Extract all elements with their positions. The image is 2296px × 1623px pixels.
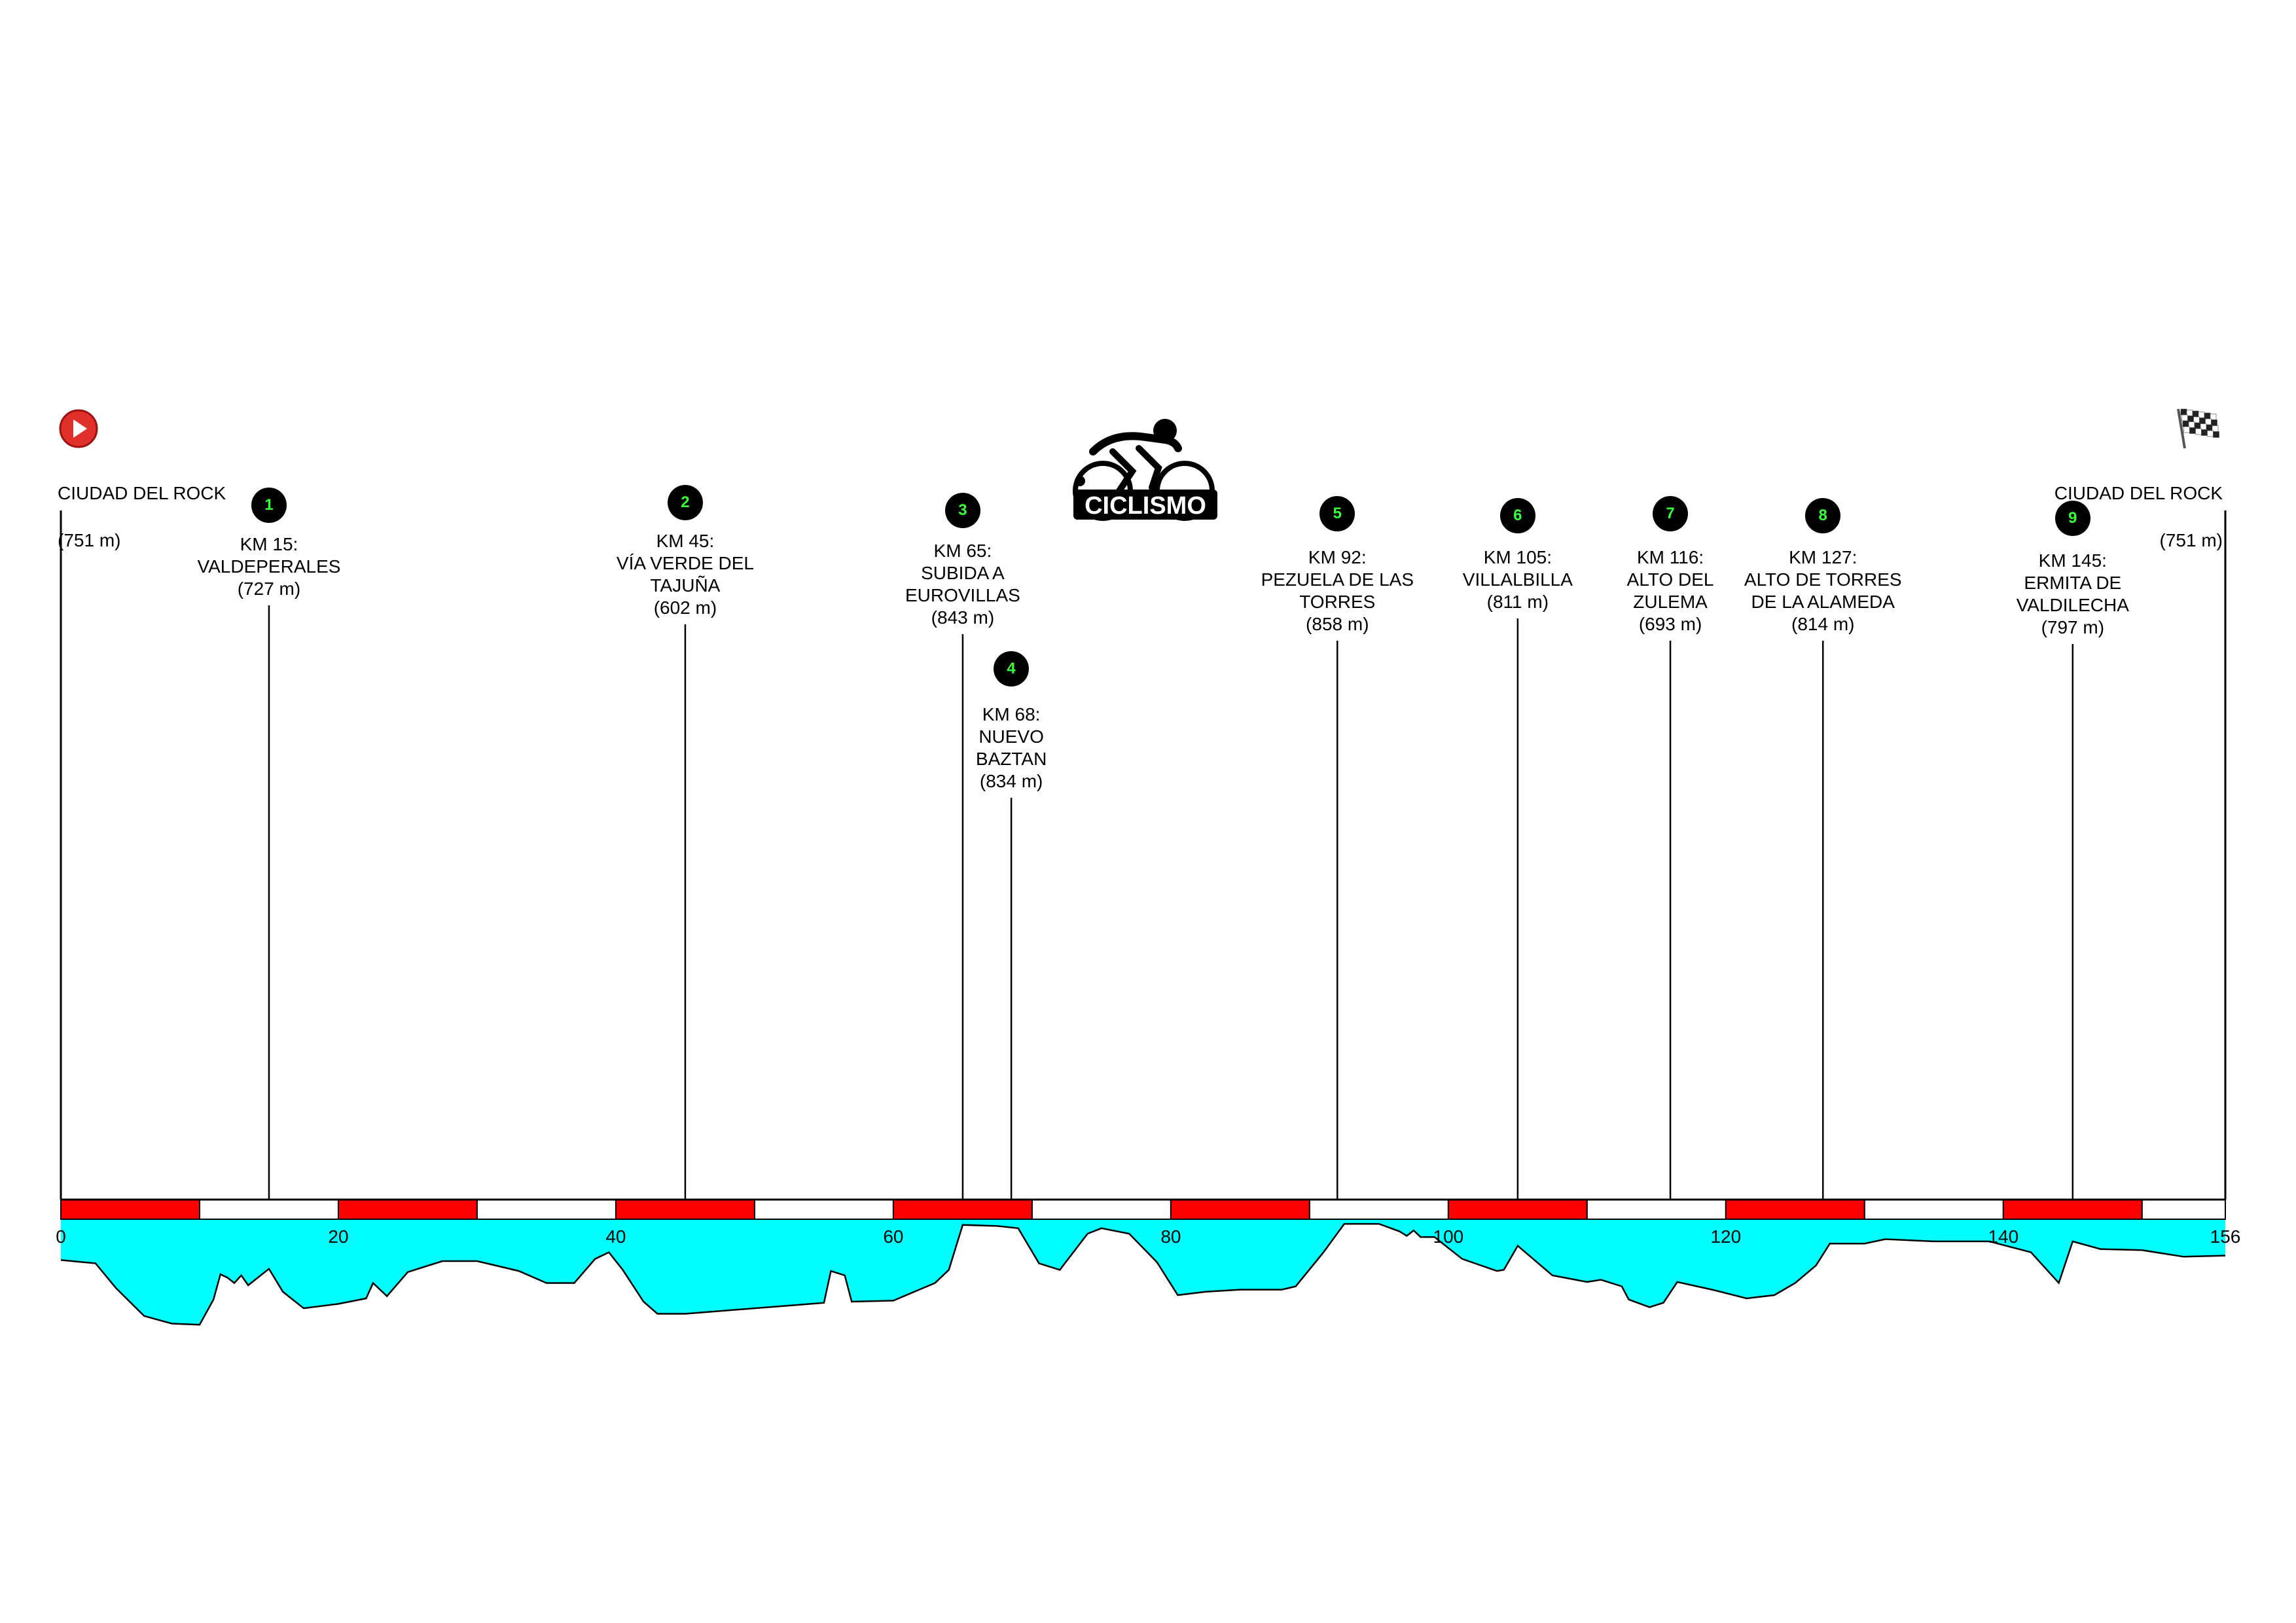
x-tick-label: 60	[883, 1226, 903, 1247]
km-band-segment	[1725, 1199, 1865, 1220]
climb-label: KM 15: VALDEPERALES (727 m)	[197, 534, 341, 599]
climb-number-badge: 1	[251, 488, 287, 523]
km-band-segment	[476, 1199, 617, 1220]
km-band-segment	[1031, 1199, 1172, 1220]
x-tick-label: 20	[328, 1226, 348, 1247]
km-band-segment	[337, 1199, 478, 1220]
climb-label: KM 92: PEZUELA DE LAS TORRES (858 m)	[1261, 547, 1414, 634]
climb-label: KM 127: ALTO DE TORRES DE LA ALAMEDA (81…	[1744, 547, 1902, 634]
km-band-segment	[1447, 1199, 1588, 1220]
climb-label: KM 116: ALTO DEL ZULEMA (693 m)	[1626, 547, 1714, 634]
climb-number-badge: 5	[1319, 496, 1355, 531]
climb-number-badge: 3	[944, 493, 980, 528]
km-band-segment	[60, 1199, 200, 1220]
start-label: CIUDAD DEL ROCK (751 m)	[58, 458, 226, 552]
km-band-segment	[892, 1199, 1033, 1220]
elevation-line	[60, 1222, 2226, 1326]
km-band-segment	[615, 1199, 755, 1220]
km-band-segment	[1170, 1199, 1310, 1220]
km-band-segment	[1308, 1199, 1449, 1220]
km-band-segment	[2002, 1199, 2143, 1220]
finish-flag-check	[2182, 420, 2189, 427]
finish-flag-check	[2201, 429, 2208, 436]
finish-flag-check	[2189, 427, 2196, 434]
x-tick-label: 156	[2210, 1226, 2241, 1247]
finish-flag-check	[2207, 430, 2214, 437]
finish-flag-check	[2181, 414, 2188, 421]
climb-label: KM 105: VILLALBILLA (811 m)	[1462, 547, 1573, 612]
finish-flag-check	[2180, 408, 2187, 416]
climb-number-badge: 4	[994, 651, 1030, 687]
climb-label: KM 68: NUEVO BAZTAN (834 m)	[975, 704, 1047, 791]
x-tick-label: 80	[1160, 1226, 1181, 1247]
climb-label: KM 45: VÍA VERDE DEL TAJUÑA (602 m)	[616, 531, 754, 618]
km-band-segment	[753, 1199, 894, 1220]
start-name: CIUDAD DEL ROCK	[58, 483, 226, 503]
finish-flag-pole	[2177, 408, 2186, 449]
finish-flag-check	[2213, 431, 2219, 438]
finish-flag-check	[2183, 426, 2190, 433]
climb-number-badge: 7	[1653, 496, 1689, 531]
x-tick-label: 140	[1988, 1226, 2018, 1247]
x-tick-label: 0	[56, 1226, 66, 1247]
climb-number-badge: 9	[2054, 501, 2090, 536]
x-tick-label: 120	[1710, 1226, 1741, 1247]
km-band-segment	[1863, 1199, 2004, 1220]
start-play-triangle	[73, 419, 87, 438]
finish-flag-check	[2195, 428, 2202, 435]
finish-altitude: (751 m)	[2159, 530, 2223, 550]
climb-label: KM 145: ERMITA DE VALDILECHA (797 m)	[2016, 550, 2129, 637]
logo-text: CICLISMO	[1085, 492, 1206, 520]
x-tick-label: 100	[1433, 1226, 1464, 1247]
finish-name: CIUDAD DEL ROCK	[2054, 483, 2223, 503]
climb-number-badge: 2	[667, 485, 703, 520]
climb-number-badge: 8	[1805, 498, 1841, 533]
x-tick-label: 40	[605, 1226, 626, 1247]
km-band-segment	[198, 1199, 339, 1220]
elevation-area	[61, 1200, 2225, 1325]
start-altitude: (751 m)	[58, 530, 121, 550]
ciclismo-logo: CICLISMO	[1073, 419, 1217, 521]
climb-number-badge: 6	[1499, 498, 1535, 533]
finish-label: CIUDAD DEL ROCK (751 m)	[2054, 458, 2223, 552]
km-band-segment	[1586, 1199, 1727, 1220]
climb-label: KM 65: SUBIDA A EUROVILLAS (843 m)	[905, 541, 1020, 628]
km-band-segment	[2141, 1199, 2226, 1220]
